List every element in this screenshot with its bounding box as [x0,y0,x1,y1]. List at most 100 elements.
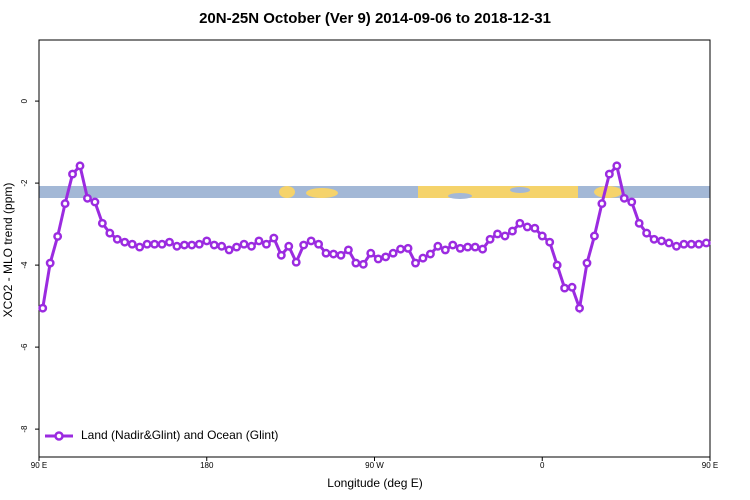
point [343,245,353,255]
map-strip [39,186,710,199]
legend-marker [54,431,64,441]
point [545,237,555,247]
point [276,250,286,260]
point [284,241,294,251]
point [329,249,338,259]
point [686,239,696,249]
point [507,226,517,236]
x-tick-label: 0 [540,461,545,470]
point [485,234,495,244]
point [440,245,450,255]
point [657,236,666,246]
y-tick-label: -8 [20,425,29,433]
point [172,241,182,251]
point [209,240,219,250]
point [582,258,592,268]
point [224,245,234,255]
x-tick-label: 90 E [31,461,47,470]
point [433,241,443,251]
point [239,239,249,249]
point [68,169,78,179]
point [500,231,510,241]
point [537,231,547,241]
point [53,231,63,241]
point [664,238,674,248]
point [247,241,256,251]
point [604,169,614,179]
legend-label: Land (Nadir&Glint) and Ocean (Glint) [81,428,278,442]
point [306,236,316,246]
point [373,254,383,264]
point [336,250,346,260]
point [157,239,167,249]
point [314,239,324,249]
point [97,218,107,228]
point [552,260,562,270]
point [493,229,502,239]
point [470,242,480,252]
point [217,241,227,251]
y-axis-label: XCO2 - MLO trend (ppm) [1,183,15,318]
point [478,244,488,254]
point [627,197,637,207]
point [619,193,629,203]
point [165,237,174,247]
point [269,233,279,243]
point [105,228,115,238]
point [522,222,532,232]
point [187,240,197,250]
point [589,231,599,241]
chart-title: 20N-25N October (Ver 9) 2014-09-06 to 20… [199,10,551,27]
point [75,161,85,171]
point [202,236,212,246]
x-tick-label: 90 W [365,461,384,470]
point [560,283,570,293]
y-tick-label: -6 [20,343,29,351]
point [597,199,607,209]
point [358,259,368,269]
x-tick-label: 90 E [702,461,718,470]
point [411,258,420,268]
point [38,303,48,313]
x-axis-label: Longitude (deg E) [327,476,422,490]
point [388,248,398,258]
point [448,240,458,250]
point [45,258,55,268]
point [90,197,100,207]
point [150,239,160,249]
point [694,239,704,249]
point [567,282,577,292]
point [261,239,271,249]
point [112,234,122,244]
point [634,218,644,228]
point [135,242,145,252]
y-tick-label: -2 [20,179,29,187]
point [672,241,681,251]
point [679,239,689,249]
point [463,242,473,252]
point [194,239,204,249]
point [418,253,428,263]
point [381,252,391,262]
point [575,303,584,313]
point [179,240,189,250]
point [642,228,652,238]
point [232,242,242,252]
point [291,257,301,267]
point [60,199,70,209]
point [403,243,413,253]
point [299,240,309,250]
point [142,239,152,249]
y-tick-label: -4 [20,261,29,269]
point [649,234,659,244]
point [455,243,465,253]
point [127,239,137,249]
y-tick-label: 0 [20,98,29,103]
point [254,236,264,246]
point [530,223,540,233]
point [425,249,435,259]
point [612,161,622,171]
point [321,248,331,258]
point [366,248,376,258]
